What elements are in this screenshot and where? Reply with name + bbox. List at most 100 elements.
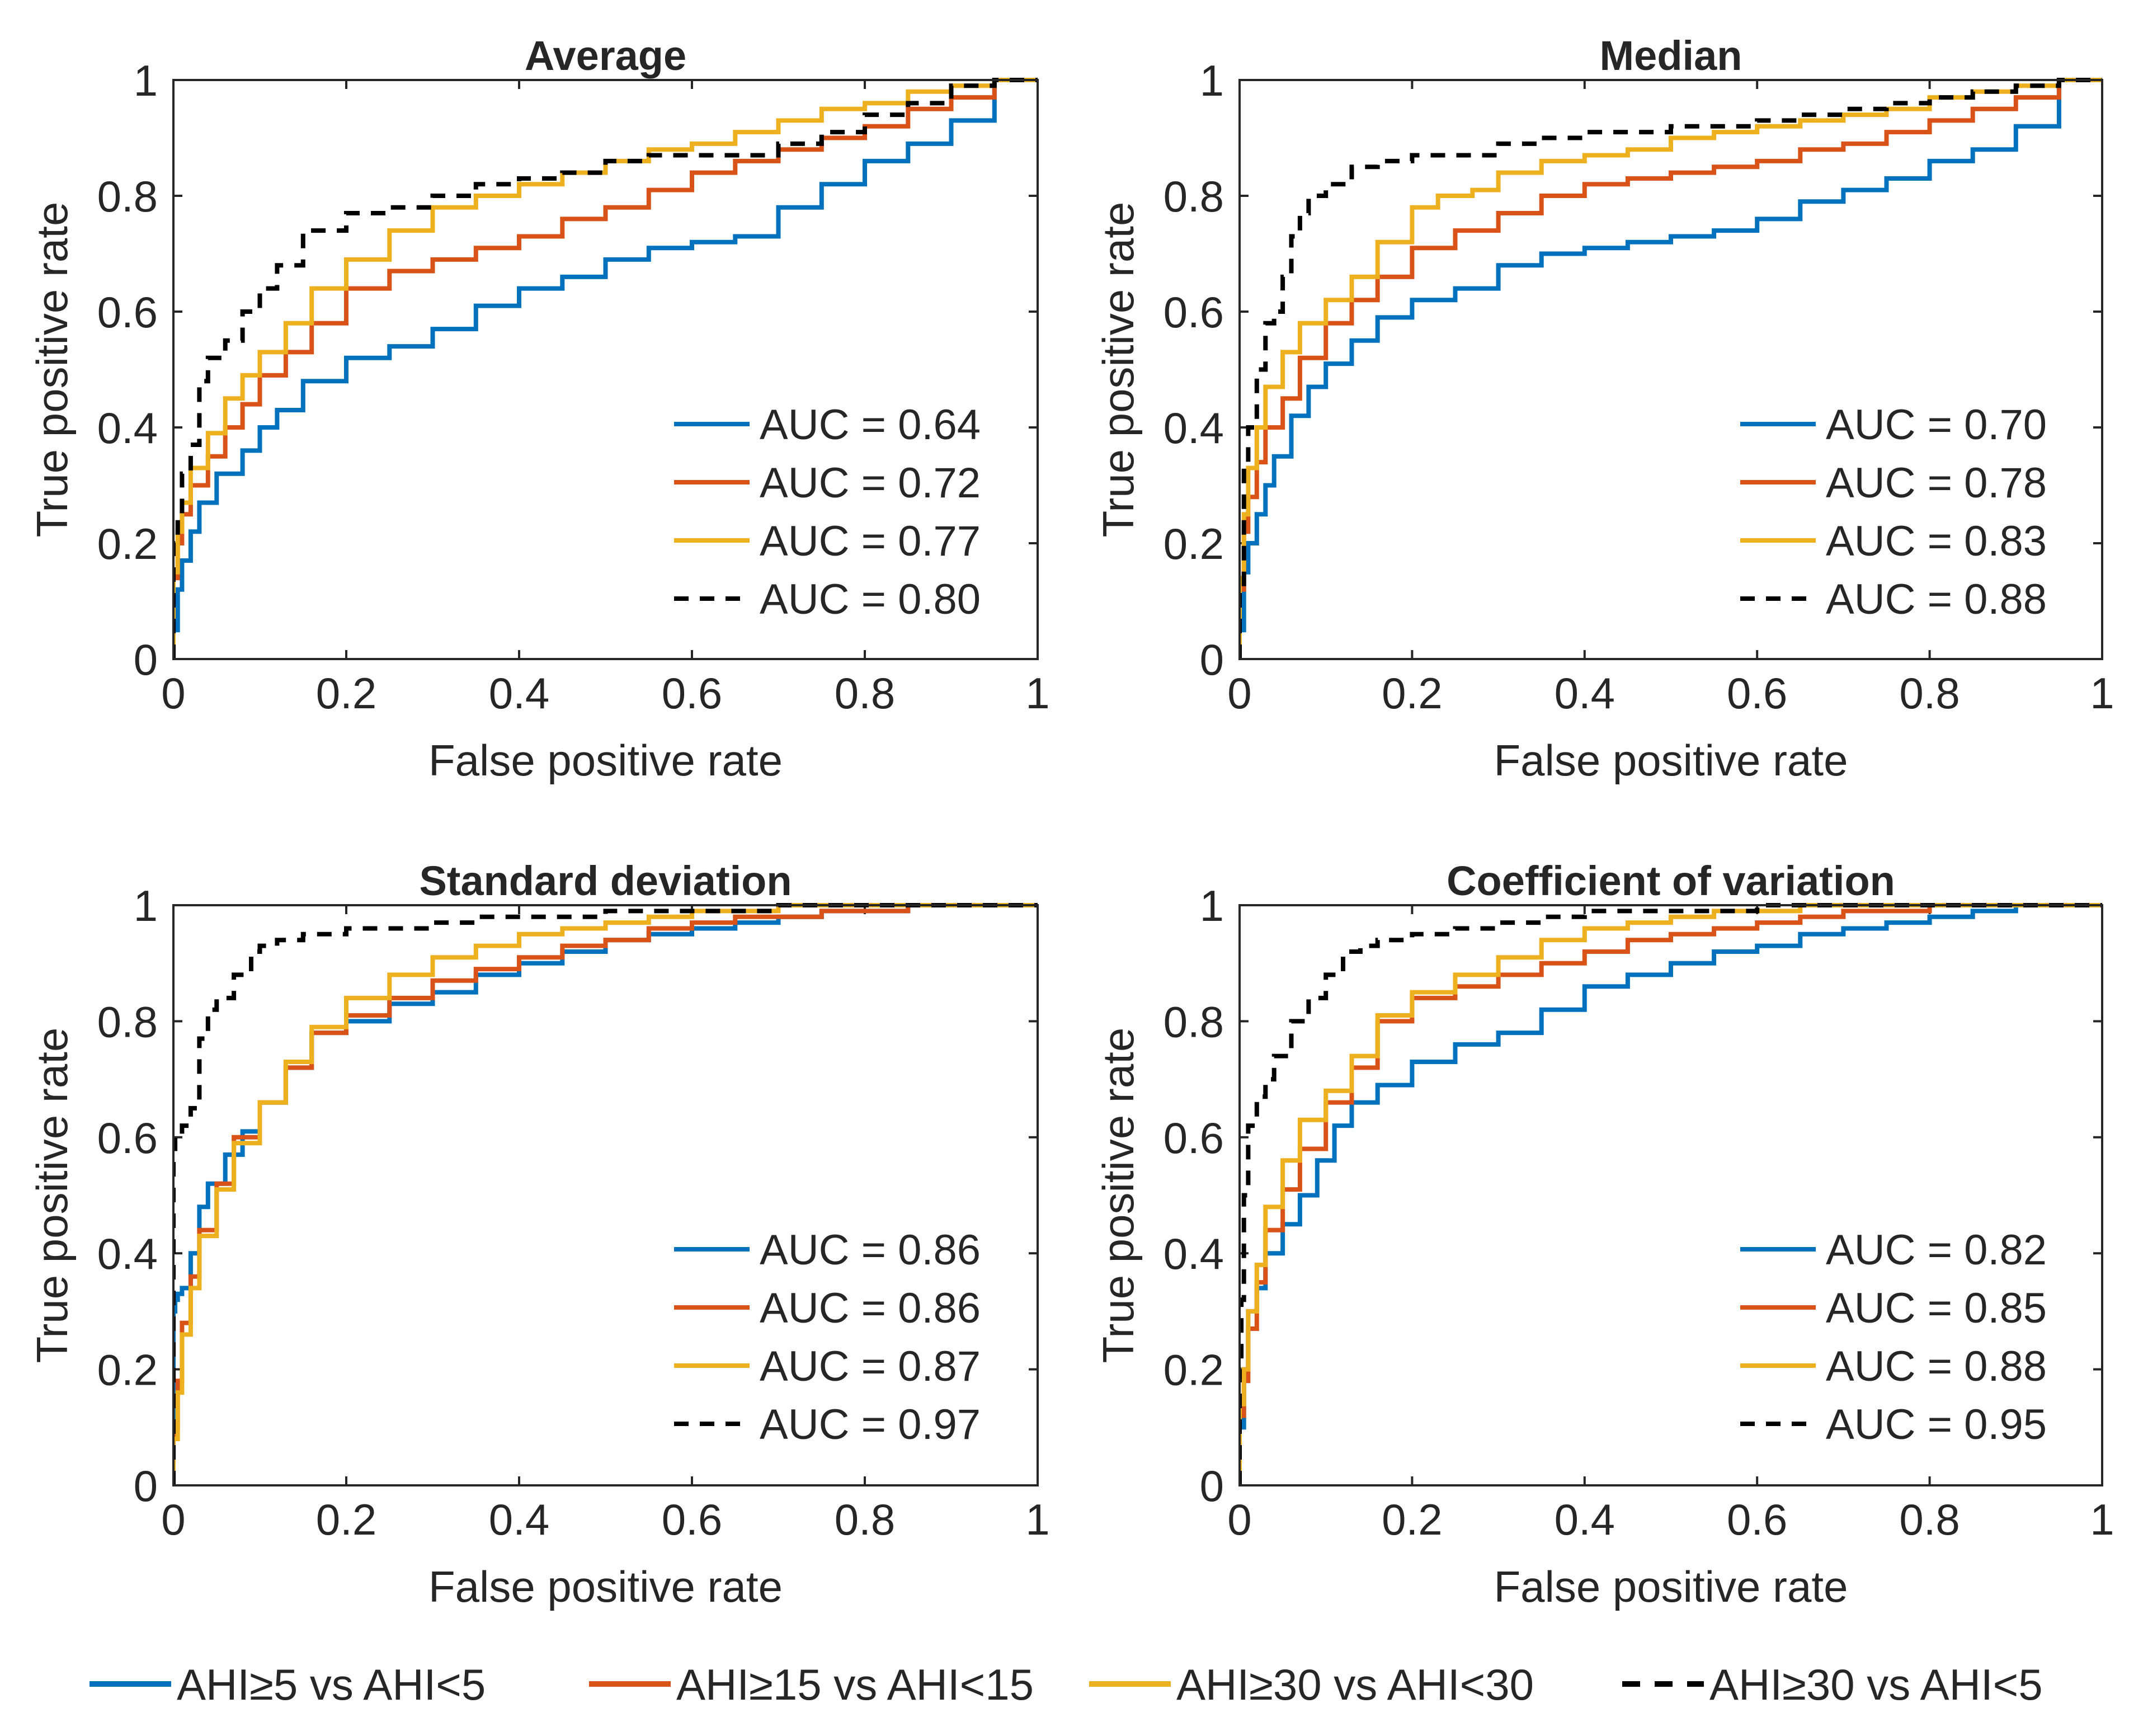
legend-auc-label: AUC = 0.87 xyxy=(760,1343,981,1390)
y-axis-label: True positive rate xyxy=(27,1028,77,1363)
y-tick-label: 0.6 xyxy=(97,1113,158,1163)
roc-curve-series-4 xyxy=(1240,78,2102,659)
chart-title: Standard deviation xyxy=(419,858,792,904)
x-tick-label: 0.6 xyxy=(662,1495,722,1544)
roc-curve-series-2 xyxy=(1240,78,2102,659)
legend-auc-label: AUC = 0.88 xyxy=(1826,1343,2047,1390)
roc-curve-series-3 xyxy=(1240,903,2102,1485)
y-axis-label: True positive rate xyxy=(1094,202,1143,538)
legend-auc-label: AUC = 0.97 xyxy=(760,1401,981,1448)
roc-curve-series-3 xyxy=(173,903,1038,1485)
x-tick-label: 0.4 xyxy=(1555,1495,1615,1544)
x-tick-label: 0.8 xyxy=(1899,1495,1960,1544)
figure-legend: AHI≥5 vs AHI<5 AHI≥15 vs AHI<15 AHI≥30 vs … xyxy=(90,1660,2043,1709)
legend-auc-label: AUC = 0.86 xyxy=(760,1285,981,1332)
x-tick-label: 0.2 xyxy=(1382,669,1442,718)
x-tick-label: 0.6 xyxy=(1727,669,1787,718)
x-tick-label: 1 xyxy=(2090,669,2114,718)
y-tick-label: 0.2 xyxy=(97,1345,158,1395)
y-tick-label: 0.2 xyxy=(97,519,158,568)
y-axis-label: True positive rate xyxy=(27,202,77,538)
y-tick-label: 1 xyxy=(134,881,158,930)
figure-legend-label-2: AHI≥15 vs AHI<15 xyxy=(676,1660,1034,1709)
chart-panel-4: Coefficient of variation 0 0.2 0.4 0.6 0.8 1 0 0… xyxy=(1094,858,2114,1611)
figure-legend-label-3: AHI≥30 vs AHI<30 xyxy=(1176,1660,1534,1709)
axes-box xyxy=(172,904,1039,1486)
roc-curve-series-1 xyxy=(1240,903,2102,1485)
chart-panel-3: Standard deviation 0 0.2 0.4 0.6 0.8 1 0 0.2 0.4 0… xyxy=(27,858,1050,1611)
chart-panel-1: Average 0 0.2 0.4 0.6 0.8 1 0 0.2 0.4 0.6 0.8 1 False… xyxy=(27,32,1050,785)
legend-auc-label: AUC = 0.70 xyxy=(1826,401,2047,449)
roc-curve-series-1 xyxy=(173,78,1038,659)
x-tick-label: 0.2 xyxy=(1382,1495,1442,1544)
legend-auc-label: AUC = 0.80 xyxy=(760,576,981,623)
x-tick-label: 0.4 xyxy=(489,1495,549,1544)
y-tick-label: 1 xyxy=(1200,881,1224,930)
roc-curve-series-2 xyxy=(173,903,1038,1485)
chart-panel-2: Median 0 0.2 0.4 0.6 0.8 1 0 0.2 0.4 0.6 0.8 1 False … xyxy=(1094,32,2114,785)
y-tick-label: 0.4 xyxy=(97,403,158,453)
y-tick-label: 0.8 xyxy=(97,172,158,221)
chart-title: Median xyxy=(1600,32,1742,79)
x-tick-label: 0 xyxy=(161,669,185,718)
x-tick-label: 1 xyxy=(1025,669,1049,718)
legend-auc-label: AUC = 0.78 xyxy=(1826,459,2047,507)
y-tick-label: 0 xyxy=(134,1461,158,1511)
axes-box xyxy=(1238,904,2103,1486)
y-tick-label: 0.8 xyxy=(1164,997,1224,1046)
x-tick-label: 0.8 xyxy=(835,669,895,718)
x-tick-label: 0 xyxy=(1227,1495,1251,1544)
x-axis-label: False positive rate xyxy=(428,1562,783,1611)
roc-curve-series-4 xyxy=(1240,903,2102,1485)
y-tick-label: 0.6 xyxy=(1164,288,1224,337)
x-tick-label: 1 xyxy=(2090,1495,2114,1544)
y-tick-label: 0.8 xyxy=(97,997,158,1046)
legend-auc-label: AUC = 0.88 xyxy=(1826,576,2047,623)
y-tick-label: 0.2 xyxy=(1164,519,1224,568)
figure-legend-label-4: AHI≥30 vs AHI<5 xyxy=(1709,1660,2043,1709)
x-axis-label: False positive rate xyxy=(1494,1562,1848,1611)
x-tick-label: 0 xyxy=(1227,669,1251,718)
x-tick-label: 0.6 xyxy=(1727,1495,1787,1544)
x-tick-label: 0.2 xyxy=(316,1495,376,1544)
x-tick-label: 0.2 xyxy=(316,669,376,718)
legend-auc-label: AUC = 0.77 xyxy=(760,517,981,565)
x-axis-label: False positive rate xyxy=(428,736,783,785)
y-tick-label: 1 xyxy=(1200,56,1224,105)
axes-box xyxy=(1238,79,2103,660)
chart-title: Coefficient of variation xyxy=(1447,858,1895,904)
y-tick-label: 0.4 xyxy=(1164,403,1224,453)
axes-box xyxy=(172,79,1039,660)
x-tick-label: 0.6 xyxy=(662,669,722,718)
legend-auc-label: AUC = 0.85 xyxy=(1826,1285,2047,1332)
legend-auc-label: AUC = 0.95 xyxy=(1826,1401,2047,1448)
figure-legend-label-1: AHI≥5 vs AHI<5 xyxy=(177,1660,486,1709)
y-tick-label: 0 xyxy=(134,635,158,684)
x-axis-label: False positive rate xyxy=(1494,736,1848,785)
y-tick-label: 0.8 xyxy=(1164,172,1224,221)
x-tick-label: 0.4 xyxy=(1555,669,1615,718)
y-tick-label: 0 xyxy=(1200,1461,1224,1511)
legend-auc-label: AUC = 0.86 xyxy=(760,1226,981,1274)
chart-title: Average xyxy=(525,32,686,79)
legend-auc-label: AUC = 0.72 xyxy=(760,459,981,507)
roc-curve-series-4 xyxy=(173,78,1038,659)
roc-curve-series-2 xyxy=(1240,903,2102,1485)
x-tick-label: 0.8 xyxy=(835,1495,895,1544)
y-tick-label: 0 xyxy=(1200,635,1224,684)
x-tick-label: 0.8 xyxy=(1899,669,1960,718)
roc-curve-series-1 xyxy=(173,903,1038,1485)
legend-auc-label: AUC = 0.83 xyxy=(1826,517,2047,565)
y-tick-label: 1 xyxy=(134,56,158,105)
y-tick-label: 0.6 xyxy=(1164,1113,1224,1163)
y-tick-label: 0.6 xyxy=(97,288,158,337)
x-tick-label: 0 xyxy=(161,1495,185,1544)
legend-auc-label: AUC = 0.82 xyxy=(1826,1226,2047,1274)
roc-curve-series-4 xyxy=(173,903,1038,1485)
x-tick-label: 1 xyxy=(1025,1495,1049,1544)
x-tick-label: 0.4 xyxy=(489,669,549,718)
y-axis-label: True positive rate xyxy=(1094,1028,1143,1363)
y-tick-label: 0.2 xyxy=(1164,1345,1224,1395)
y-tick-label: 0.4 xyxy=(97,1229,158,1278)
